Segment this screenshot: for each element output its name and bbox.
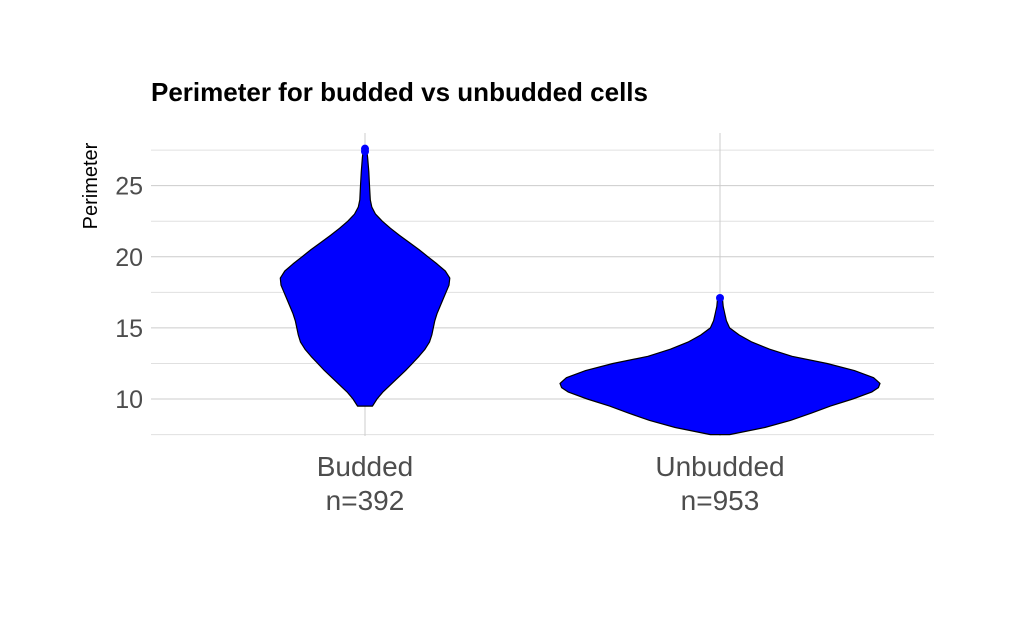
y-tick-label: 10 — [115, 386, 143, 414]
x-tick-count-label: n=392 — [326, 485, 405, 516]
y-axis-label: Perimeter — [80, 142, 102, 229]
y-tick-label: 20 — [115, 244, 143, 272]
violins — [279, 144, 881, 436]
x-tick-label: Budded — [317, 451, 414, 482]
outlier-point — [716, 294, 724, 303]
y-tick-labels: 10 15 20 25 — [115, 173, 143, 414]
y-tick-label: 25 — [115, 173, 143, 201]
outlier-point — [716, 311, 724, 320]
chart-title: Perimeter for budded vs unbudded cells — [151, 77, 648, 107]
gridlines — [151, 133, 934, 436]
x-tick-label: Unbudded — [655, 451, 784, 482]
outlier-point — [361, 147, 369, 156]
violin-budded — [279, 148, 451, 407]
x-tick-count-label: n=953 — [681, 485, 760, 516]
y-tick-label: 15 — [115, 315, 143, 343]
